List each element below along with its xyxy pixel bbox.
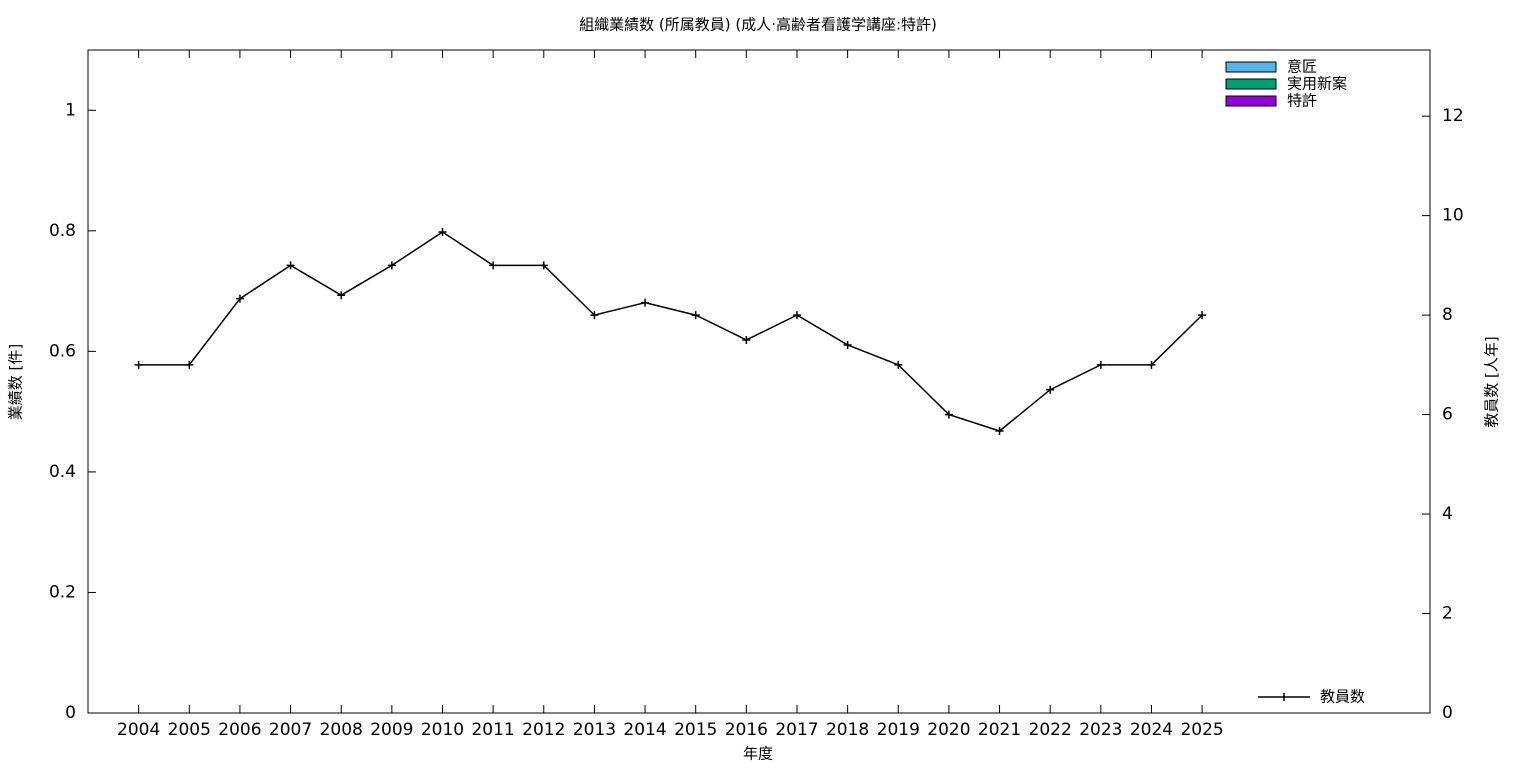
legend-label: 実用新案 bbox=[1287, 75, 1347, 93]
y-tick-label: 1 bbox=[65, 100, 76, 120]
point-marker bbox=[134, 360, 143, 369]
point-marker bbox=[1046, 385, 1055, 394]
legend-label: 特許 bbox=[1287, 92, 1317, 110]
x-tick-label: 2005 bbox=[168, 720, 211, 740]
y-tick-label: 0.8 bbox=[49, 221, 76, 241]
x-tick-label: 2024 bbox=[1130, 720, 1173, 740]
point-marker bbox=[539, 261, 548, 270]
x-tick-label: 2025 bbox=[1180, 720, 1223, 740]
y-tick-label: 0.2 bbox=[49, 582, 76, 602]
point-marker bbox=[438, 228, 447, 237]
point-marker bbox=[894, 360, 903, 369]
x-tick-label: 2012 bbox=[522, 720, 565, 740]
point-marker bbox=[1147, 360, 1156, 369]
point-marker bbox=[590, 311, 599, 320]
point-marker bbox=[792, 311, 801, 320]
point-marker bbox=[387, 261, 396, 270]
y-tick-label: 0 bbox=[65, 703, 76, 723]
point-marker bbox=[944, 410, 953, 419]
point-marker bbox=[286, 261, 295, 270]
point-marker bbox=[1198, 311, 1207, 320]
legend-label: 教員数 bbox=[1320, 688, 1365, 706]
plot-frame bbox=[87, 49, 1431, 714]
x-tick-label: 2017 bbox=[775, 720, 818, 740]
x-tick-label: 2008 bbox=[320, 720, 363, 740]
legend-swatch bbox=[1225, 78, 1277, 90]
point-marker bbox=[641, 298, 650, 307]
line bbox=[138, 231, 1203, 432]
legend-swatch bbox=[1225, 95, 1277, 107]
legend-swatch bbox=[1225, 61, 1277, 73]
point-marker bbox=[843, 340, 852, 349]
point-marker bbox=[337, 291, 346, 300]
x-tick-label: 2009 bbox=[370, 720, 413, 740]
y-tick-label: 0.6 bbox=[49, 341, 76, 361]
y2-tick-label: 8 bbox=[1442, 305, 1453, 325]
x-tick-label: 2011 bbox=[471, 720, 514, 740]
y2-tick-label: 4 bbox=[1442, 504, 1453, 524]
y-tick-label: 0.4 bbox=[49, 462, 76, 482]
point-marker bbox=[185, 360, 194, 369]
x-axis-label: 年度 bbox=[743, 745, 773, 763]
y2-tick-label: 10 bbox=[1442, 206, 1464, 226]
x-tick-label: 2006 bbox=[218, 720, 261, 740]
point-marker bbox=[995, 426, 1004, 435]
chart-title: 組織業績数 (所属教員) (成人·高齢者看護学講座:特許) bbox=[579, 16, 937, 34]
y2-tick-label: 6 bbox=[1442, 405, 1453, 425]
x-tick-label: 2020 bbox=[927, 720, 970, 740]
x-tick-label: 2004 bbox=[117, 720, 160, 740]
point-marker bbox=[489, 261, 498, 270]
x-tick-label: 2016 bbox=[725, 720, 768, 740]
x-tick-label: 2007 bbox=[269, 720, 312, 740]
y2-axis-label: 教員数 [人年] bbox=[1483, 336, 1501, 427]
y2-tick-label: 2 bbox=[1442, 604, 1453, 624]
y-axis-label: 業績数 [件] bbox=[7, 344, 25, 420]
x-tick-label: 2014 bbox=[623, 720, 666, 740]
legend-swatch bbox=[1258, 693, 1310, 701]
x-tick-label: 2013 bbox=[573, 720, 616, 740]
y2-tick-label: 12 bbox=[1442, 106, 1464, 126]
x-tick-label: 2022 bbox=[1029, 720, 1072, 740]
x-tick-label: 2015 bbox=[674, 720, 717, 740]
x-tick-label: 2010 bbox=[421, 720, 464, 740]
x-tick-label: 2021 bbox=[978, 720, 1021, 740]
legend-label: 意匠 bbox=[1287, 58, 1317, 76]
x-tick-label: 2018 bbox=[826, 720, 869, 740]
point-marker bbox=[1096, 360, 1105, 369]
point-marker bbox=[742, 335, 751, 344]
point-marker bbox=[235, 294, 244, 303]
y2-tick-label: 0 bbox=[1442, 703, 1453, 723]
x-tick-label: 2023 bbox=[1079, 720, 1122, 740]
point-marker bbox=[691, 311, 700, 320]
x-tick-label: 2019 bbox=[877, 720, 920, 740]
